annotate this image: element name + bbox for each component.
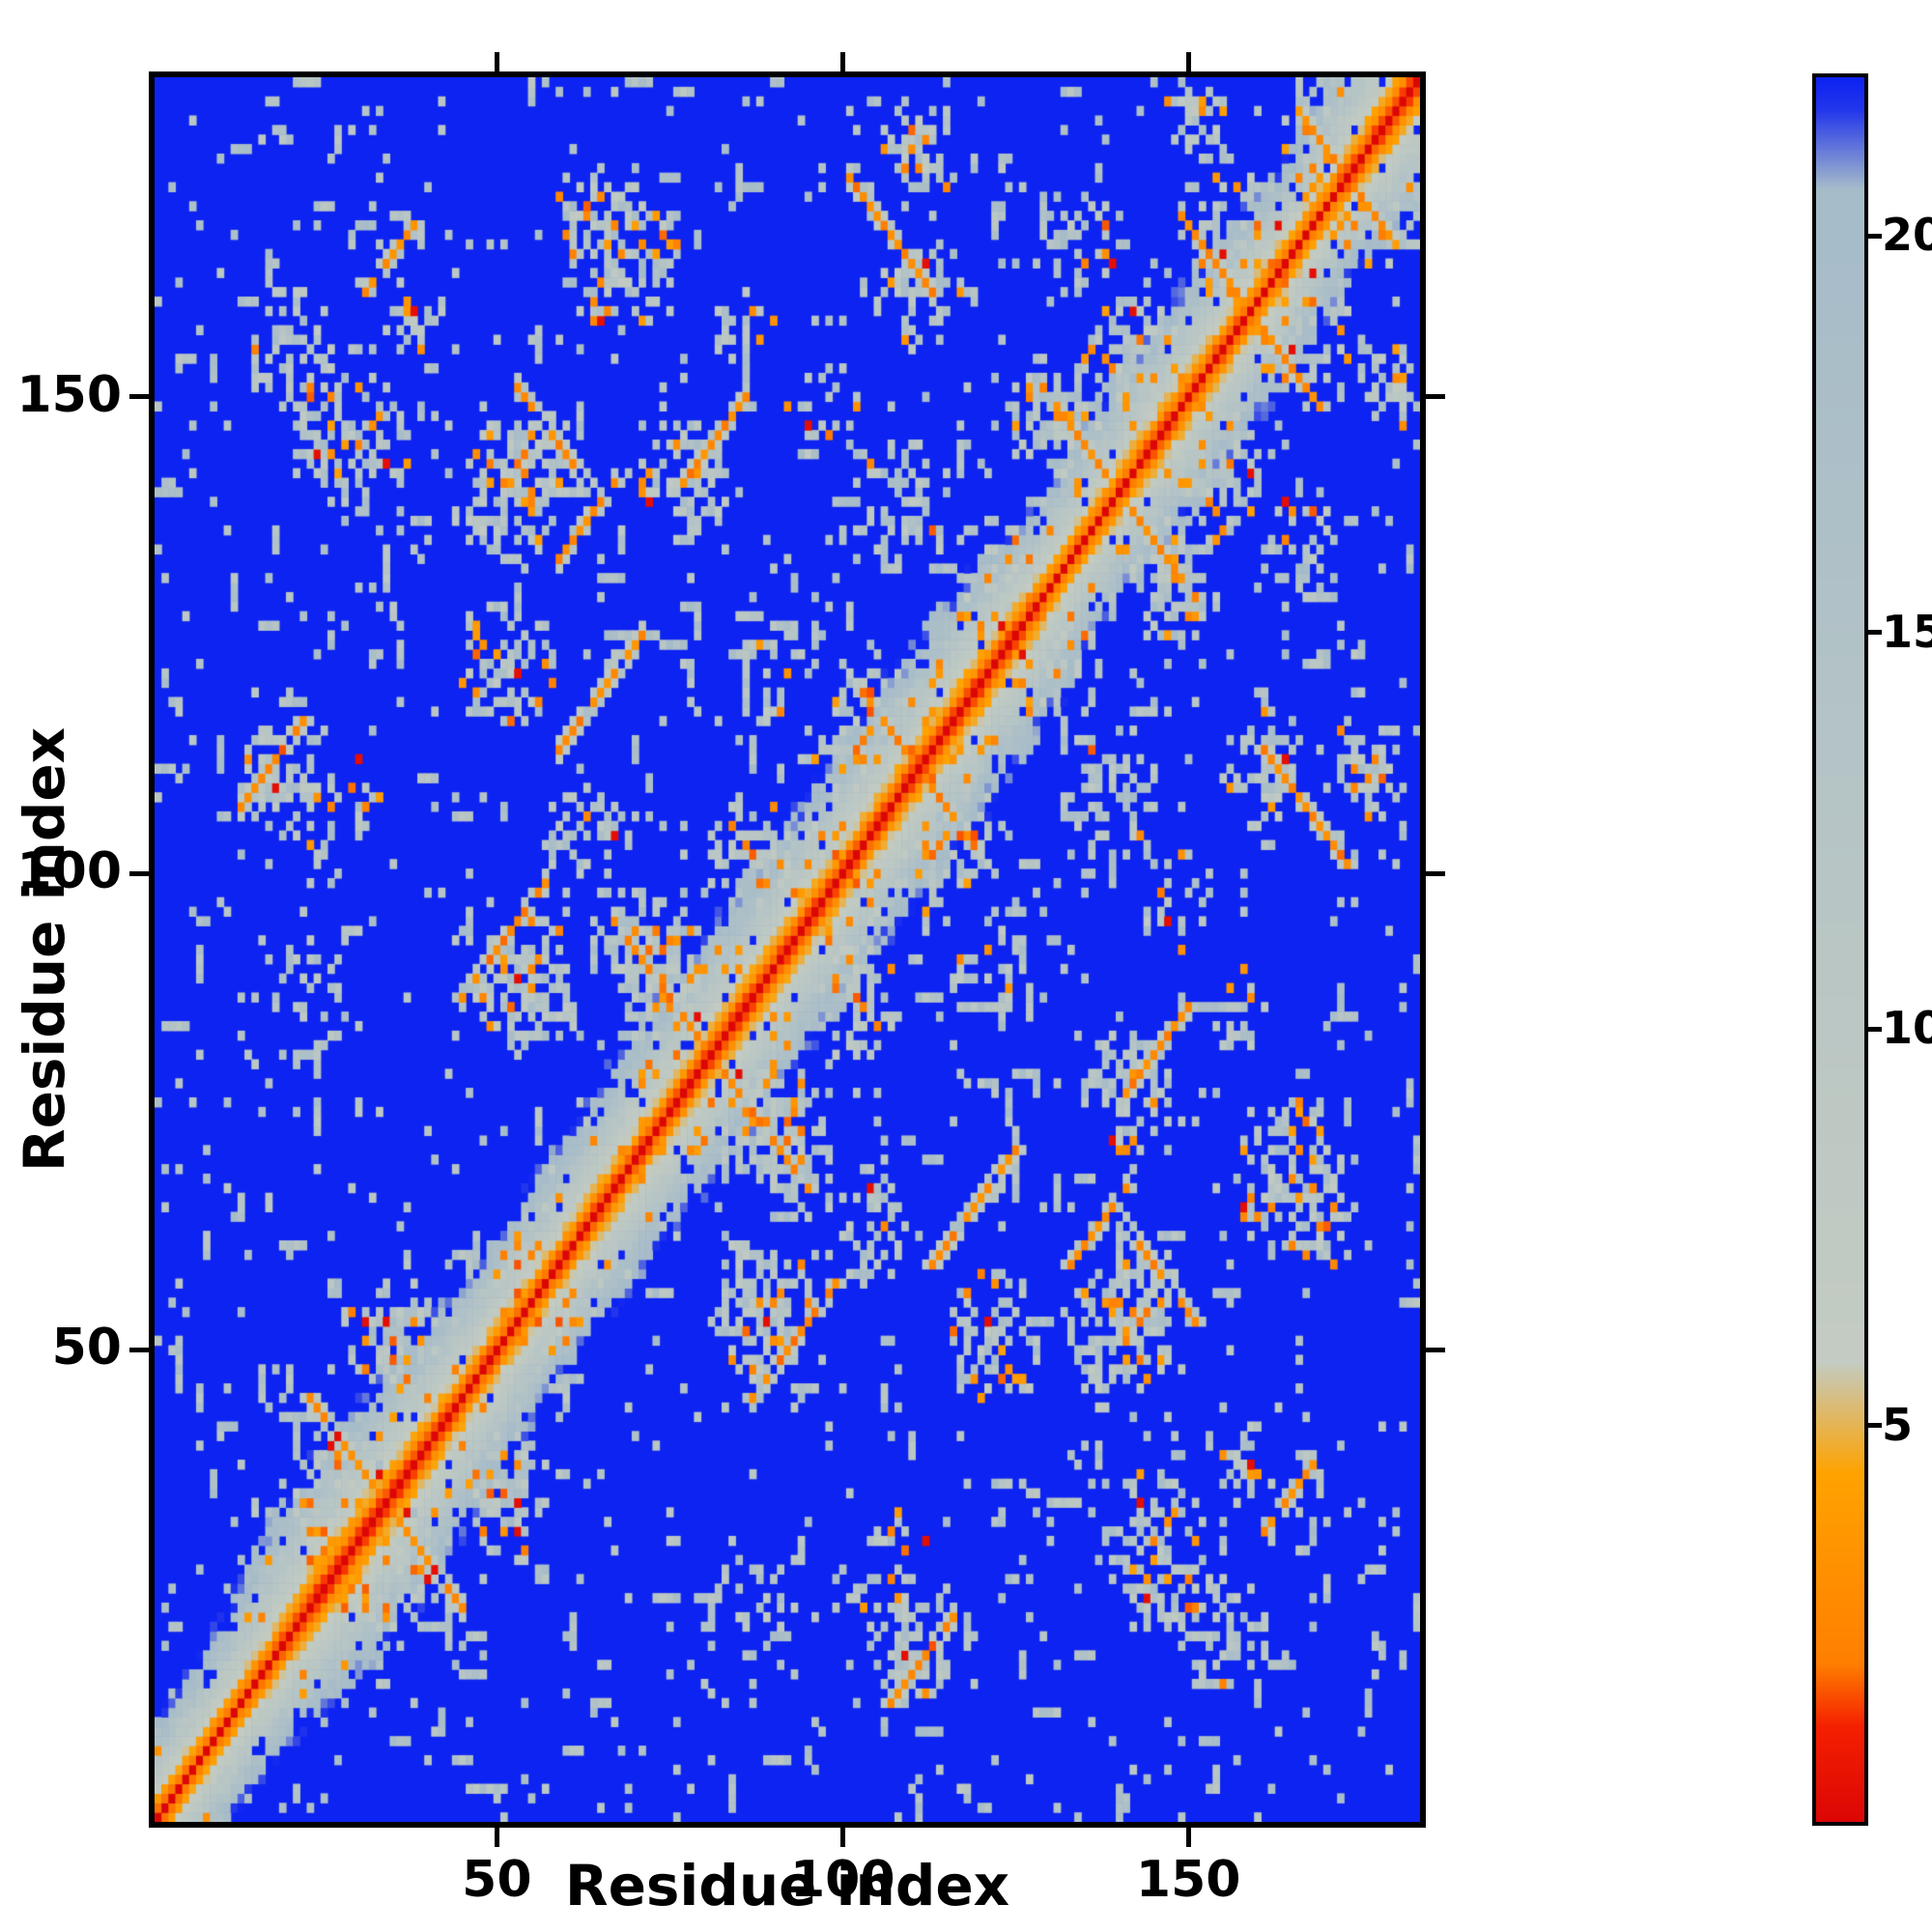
y-tick-mark-right (1426, 870, 1445, 876)
colorbar-tick-label: 20 (1882, 209, 1932, 262)
x-tick-mark (494, 1828, 499, 1847)
y-axis-label: Residue index (12, 726, 77, 1173)
y-tick-label: 50 (51, 1319, 122, 1378)
x-tick-label: 100 (789, 1851, 895, 1909)
y-tick-label: 150 (16, 365, 122, 424)
x-tick-label: 50 (462, 1851, 532, 1909)
x-tick-mark-top (1185, 52, 1191, 71)
x-tick-mark-top (494, 52, 499, 71)
heatmap-canvas (155, 77, 1420, 1822)
colorbar-tick-mark (1868, 630, 1882, 636)
colorbar-tick-mark (1868, 1423, 1882, 1429)
x-axis-label: Residue index (564, 1853, 1010, 1918)
colorbar-tick-mark (1868, 233, 1882, 239)
colorbar-tick-label: 5 (1882, 1398, 1914, 1451)
x-tick-mark (839, 1828, 845, 1847)
colorbar-tick-label: 10 (1882, 1002, 1932, 1055)
y-tick-label: 100 (16, 842, 122, 901)
colorbar-tick-mark (1868, 1026, 1882, 1032)
colorbar-canvas (1816, 77, 1864, 1822)
colorbar-frame (1812, 73, 1868, 1826)
y-tick-mark (129, 394, 149, 400)
colorbar-tick-label: 15 (1882, 605, 1932, 658)
x-tick-mark (1185, 1828, 1191, 1847)
x-tick-mark-top (839, 52, 845, 71)
y-tick-mark (129, 1347, 149, 1352)
y-tick-mark (129, 870, 149, 876)
y-tick-mark-right (1426, 394, 1445, 400)
plot-frame (149, 71, 1426, 1828)
x-tick-label: 150 (1135, 1851, 1241, 1909)
y-tick-mark-right (1426, 1347, 1445, 1352)
